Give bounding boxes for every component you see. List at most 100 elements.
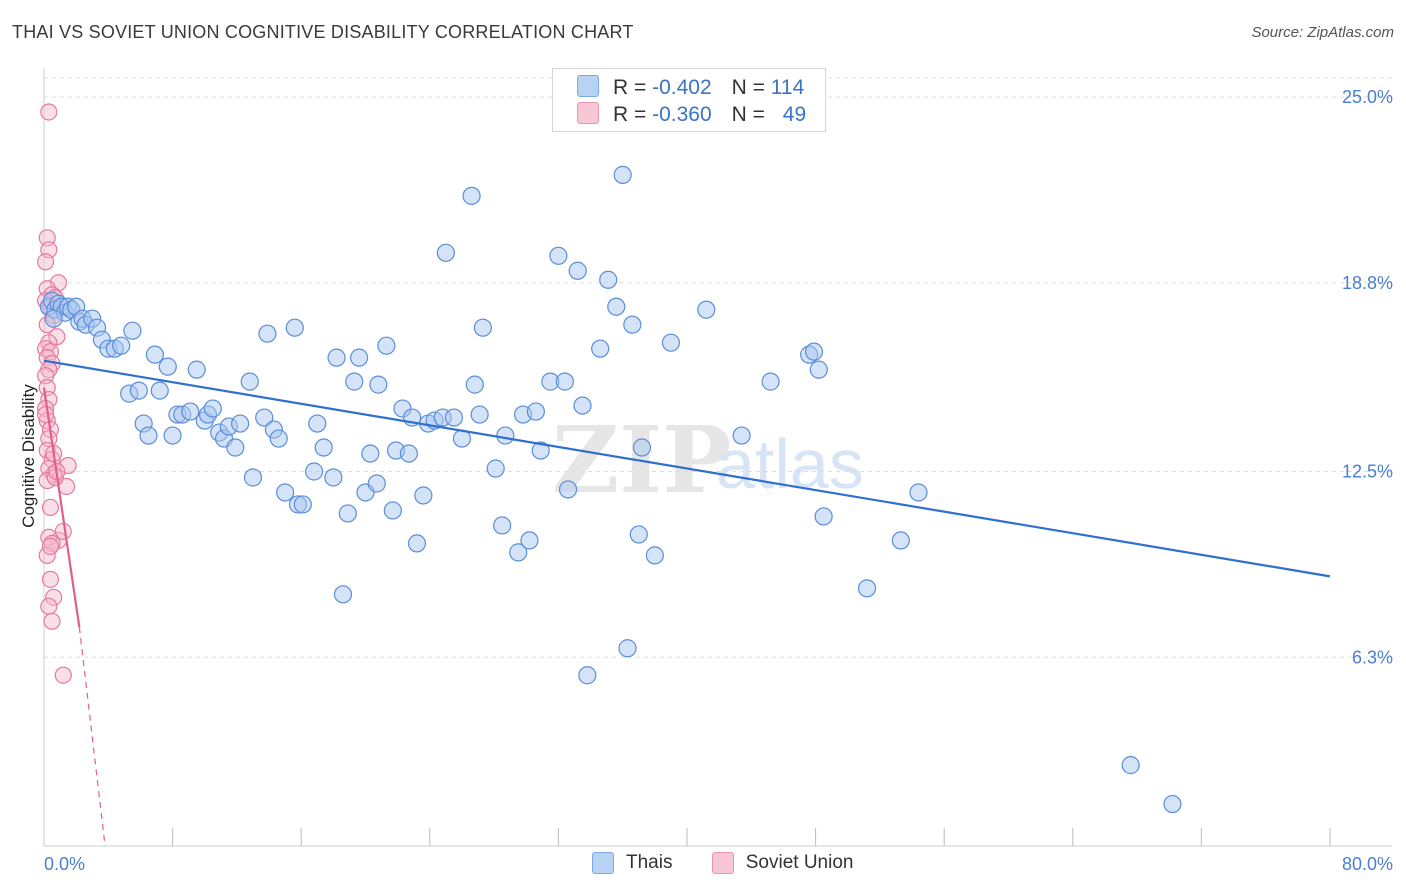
thais-point: [349, 348, 369, 367]
thais-point: [520, 531, 539, 550]
thais-point: [377, 336, 396, 355]
r-label: R =: [613, 76, 653, 99]
thais-points: [39, 165, 1182, 814]
thais-point: [324, 468, 343, 487]
trend-lines: [42, 359, 1331, 847]
thais-point: [462, 186, 481, 205]
thais-point: [645, 546, 664, 565]
y-axis-label: Cognitive Disability: [19, 384, 38, 528]
soviet-union-point: [54, 666, 72, 684]
legend-item-soviet[interactable]: Soviet Union: [711, 852, 853, 874]
thais-point: [1163, 794, 1182, 814]
thais-swatch: [577, 75, 599, 97]
thais-point: [814, 507, 833, 526]
thais-point: [369, 375, 388, 394]
r-value: -0.360: [652, 103, 712, 126]
thais-point: [327, 348, 346, 367]
x-tick-labels: 0.0% 80.0%: [44, 854, 1393, 874]
soviet-union-point: [38, 546, 56, 564]
thais-point: [345, 372, 364, 391]
thais-point: [909, 483, 928, 502]
thais-point: [591, 339, 610, 358]
thais-point: [158, 357, 177, 376]
thais-point: [618, 639, 637, 658]
series-legend: Thais Soviet Union: [592, 852, 887, 880]
thais-point: [333, 585, 353, 604]
thais-point: [891, 531, 910, 550]
thais-point: [163, 426, 182, 445]
thais-point: [496, 426, 515, 445]
n-value: 114: [770, 76, 805, 99]
soviet-union-point: [43, 612, 61, 630]
soviet-union-point: [45, 588, 63, 606]
n-label: N =: [731, 103, 771, 126]
source-label: Source: ZipAtlas.com: [1251, 24, 1394, 41]
thais-point: [573, 396, 592, 415]
thais-point: [145, 345, 165, 364]
thais-point: [203, 399, 222, 418]
thais-point: [558, 480, 578, 499]
soviet-legend-swatch: [711, 852, 734, 874]
thais-point: [697, 300, 716, 319]
thais-point: [465, 375, 484, 394]
thais-point: [436, 243, 455, 262]
r-value: -0.402: [652, 76, 712, 99]
x-tick-label-min: 0.0%: [44, 854, 85, 874]
thais-point: [150, 381, 169, 400]
thais-point: [473, 318, 492, 337]
n-value: 49: [782, 103, 807, 126]
thais-point: [407, 534, 427, 553]
thais-point: [243, 468, 263, 487]
thais-point: [470, 405, 489, 424]
thais-point: [276, 483, 295, 502]
thais-point: [761, 372, 780, 391]
legend-label-thais: Thais: [626, 852, 673, 873]
thais-point: [258, 324, 277, 343]
x-tick-label-max: 80.0%: [1342, 854, 1393, 874]
thais-point: [304, 462, 324, 481]
thais-point: [44, 309, 63, 328]
legend-item-thais[interactable]: Thais: [592, 852, 672, 874]
thais-point: [112, 336, 131, 355]
thais-point: [613, 165, 632, 184]
soviet-swatch: [577, 102, 599, 124]
soviet-union-point: [37, 253, 55, 271]
y-tick-label: 25.0%: [1342, 87, 1393, 107]
thais-point: [531, 441, 550, 460]
thais-point: [226, 438, 245, 457]
thais-point: [383, 501, 402, 520]
thais-point: [240, 372, 259, 391]
thais-point: [444, 408, 464, 427]
thais-point: [578, 666, 597, 685]
thais-point: [139, 426, 158, 445]
thais-point: [414, 486, 433, 505]
thais-point: [632, 438, 652, 457]
thais-point: [399, 444, 419, 463]
y-tick-label: 12.5%: [1342, 462, 1393, 482]
thais-point: [568, 261, 587, 280]
soviet-trend-extension: [78, 627, 106, 847]
thais-point: [599, 270, 618, 289]
r-label: R =: [613, 103, 653, 126]
thais-point: [308, 414, 327, 433]
thais-point: [809, 360, 828, 379]
thais-point: [486, 459, 505, 478]
thais-point: [623, 315, 642, 334]
soviet-union-point: [40, 103, 58, 121]
thais-point: [123, 321, 142, 340]
thais-point: [607, 297, 626, 316]
thais-point: [187, 360, 206, 379]
thais-point: [231, 414, 250, 433]
thais-point: [493, 516, 512, 535]
thais-point: [129, 381, 148, 400]
thais-point: [181, 402, 200, 421]
thais-point: [367, 474, 386, 493]
soviet-union-point: [37, 405, 55, 424]
soviet-union-point: [41, 498, 60, 517]
legend-row-soviet: R = -0.360 N = 49: [577, 102, 806, 126]
thais-point: [269, 429, 288, 448]
thais-trend-line: [43, 359, 1331, 578]
thais-point: [732, 426, 751, 445]
thais-point: [1121, 756, 1140, 775]
